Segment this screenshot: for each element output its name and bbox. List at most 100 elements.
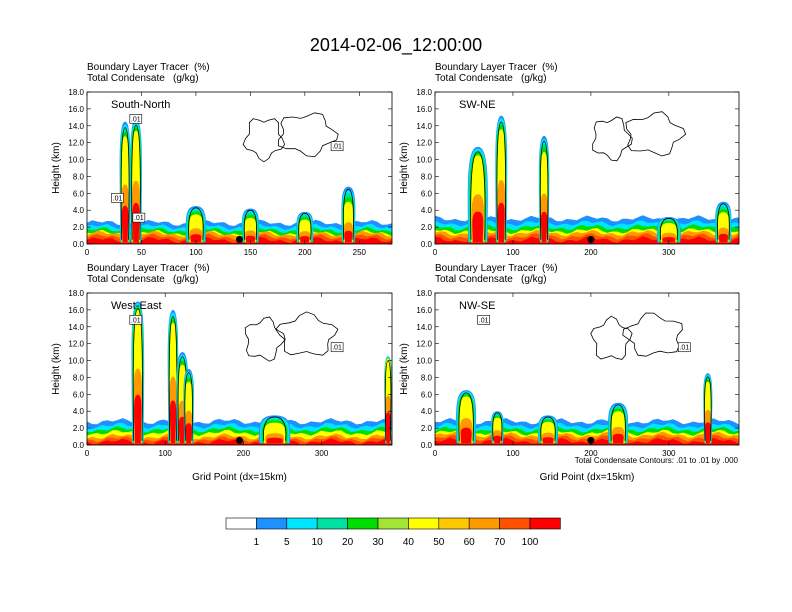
panel-west-east: .01 .01 0.0 2.0 4.0 6.0 8.0 10.0 12.0 14.0 16.0 18.… (51, 263, 393, 483)
contour-label: .01 (131, 116, 141, 123)
colorbar-swatch (286, 517, 318, 530)
tracer-plume (497, 202, 505, 243)
cloud-contour (592, 116, 633, 162)
x-tick-label: 0 (85, 449, 90, 458)
contour-label-box (477, 315, 490, 325)
x-tick-label: 250 (353, 248, 367, 257)
y-tick-label: 12.0 (68, 340, 84, 349)
tracer-plume (493, 435, 502, 444)
condensate-contour (717, 203, 730, 240)
cloud-contour (590, 315, 633, 360)
condensate-contour (470, 151, 486, 240)
colorbar-swatch (529, 517, 561, 530)
y-axis-label: Height (km) (399, 343, 410, 395)
condensate-contour (120, 127, 130, 240)
subtitle-tracer-units: (%) (542, 62, 558, 73)
y-tick-label: 18.0 (68, 289, 84, 298)
y-tick-label: 10.0 (68, 156, 84, 165)
tracer-plume (266, 437, 283, 444)
colorbar-swatch (256, 517, 288, 530)
y-tick-label: 4.0 (73, 206, 85, 215)
panel-frame (434, 292, 740, 446)
y-tick-label: 8.0 (73, 172, 85, 181)
contour-label-box (677, 342, 691, 353)
y-tick-label: 2.0 (73, 223, 85, 232)
location-marker (236, 235, 243, 243)
subtitle-condensate: Total Condensate (435, 274, 513, 285)
tracer-plume (460, 427, 472, 444)
y-tick-label: 16.0 (416, 306, 432, 315)
tracer-base-band (87, 236, 392, 244)
plot-area: .01 .01 (435, 312, 739, 445)
colorbar-swatch (225, 517, 257, 530)
subtitle-condensate-units: (g/kg) (521, 73, 547, 84)
condensate-contour (184, 372, 193, 441)
panel-label: South-North (111, 99, 170, 111)
subtitle-tracer-units: (%) (542, 263, 558, 274)
y-tick-label: 8.0 (421, 373, 433, 382)
y-tick-label: 18.0 (416, 88, 432, 97)
location-marker (587, 436, 595, 444)
y-tick-label: 18.0 (68, 88, 84, 97)
cloud-contour (244, 316, 286, 362)
contour-label: .01 (131, 317, 141, 324)
tracer-plume (612, 433, 624, 444)
tracer-plume (169, 400, 177, 444)
y-tick-label: 14.0 (68, 122, 84, 131)
contour-label-box (129, 315, 143, 325)
x-tick-label: 150 (244, 248, 258, 257)
tracer-plume (132, 202, 140, 243)
tracer-plume (134, 394, 142, 444)
subtitle-condensate-units: (g/kg) (173, 73, 199, 84)
colorbar: 1 5 10 20 30 40 50 60 70 100 (225, 517, 561, 548)
y-tick-label: 12.0 (68, 139, 84, 148)
colorbar-swatch (347, 517, 379, 530)
tracer-plume (245, 235, 256, 243)
y-tick-label: 2.0 (73, 424, 85, 433)
contour-label: .01 (332, 345, 342, 352)
panel-south-north: .01 .01 .01 .01 0.0 2.0 4.0 6.0 8.0 10.0 12.0 14.0 1… (51, 62, 393, 257)
condensate-contour (704, 376, 712, 441)
x-tick-label: 300 (662, 449, 676, 458)
colorbar-swatch (377, 517, 409, 530)
condensate-contour (298, 213, 312, 240)
tracer-plume (542, 437, 554, 444)
colorbar-label: 30 (372, 537, 384, 548)
panel-nw-se: .01 .01 0.0 2.0 4.0 6.0 8.0 10.0 12.0 14.0 16.0 18.… (399, 263, 740, 483)
tracer-plume (300, 236, 310, 243)
condensate-contour (458, 392, 474, 441)
y-tick-label: 4.0 (421, 407, 433, 416)
colorbar-label: 10 (312, 537, 324, 548)
x-tick-label: 100 (189, 248, 203, 257)
tracer-plume (540, 211, 548, 243)
condensate-contour (188, 207, 204, 240)
y-tick-label: 16.0 (416, 105, 432, 114)
colorbar-label: 100 (522, 537, 539, 548)
tracer-plume (121, 205, 129, 243)
contour-label: .01 (113, 195, 123, 202)
condensate-contour (540, 416, 556, 441)
condensate-contour (539, 140, 549, 240)
condensate-contour (263, 416, 287, 441)
y-tick-label: 6.0 (73, 390, 85, 399)
contour-footnote: Total Condensate Contours: .01 to .01 by… (575, 456, 739, 465)
y-tick-label: 10.0 (416, 357, 432, 366)
colorbar-swatch (438, 517, 470, 530)
contour-label-box (111, 193, 124, 203)
colorbar-label: 5 (284, 537, 290, 548)
colorbar-swatch (408, 517, 440, 530)
tracer-plume (190, 234, 202, 243)
x-tick-label: 100 (506, 248, 520, 257)
x-axis-label: Grid Point (dx=15km) (540, 472, 635, 483)
subtitle-tracer: Boundary Layer Tracer (435, 62, 537, 73)
tracer-plume (704, 422, 711, 444)
colorbar-swatch (499, 517, 531, 530)
plot-area: .01 .01 (87, 301, 392, 445)
panel-frame (86, 91, 393, 245)
y-axis-label: Height (km) (51, 142, 62, 194)
contour-label-box (330, 141, 344, 152)
contour-label: .01 (332, 144, 342, 151)
x-tick-label: 200 (584, 449, 598, 458)
y-tick-label: 6.0 (421, 390, 433, 399)
